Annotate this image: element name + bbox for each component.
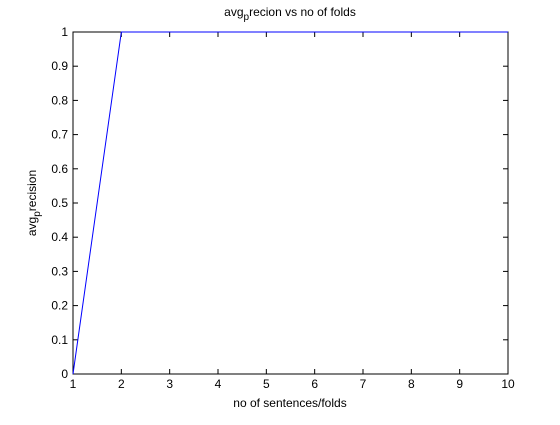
y-tick-label: 1	[61, 25, 68, 39]
x-axis-label: no of sentences/folds	[233, 396, 346, 410]
plot-area	[72, 31, 509, 375]
y-tick-label: 0.9	[51, 59, 68, 73]
ylabel-subscript: p	[32, 211, 43, 217]
x-tick-label: 10	[501, 377, 515, 391]
x-tick-label: 7	[360, 377, 367, 391]
y-tick-label: 0.4	[51, 230, 68, 244]
title-subscript: p	[244, 12, 250, 23]
x-tick-label: 4	[215, 377, 222, 391]
series-layer	[72, 31, 508, 375]
x-axis: 1 2 3 4 5 6 7 8 9 10	[70, 32, 515, 391]
ylabel-rest: recision	[25, 170, 39, 211]
y-tick-label: 0.3	[51, 264, 68, 278]
y-tick-label: 0.7	[51, 128, 68, 142]
x-tick-label: 9	[456, 377, 463, 391]
y-axis: 0 0.1 0.2 0.3 0.4 0.5 0.6 0.7 0.8 0.9 1	[51, 25, 508, 381]
y-tick-label: 0.6	[51, 162, 68, 176]
y-tick-label: 0	[61, 367, 68, 381]
x-tick-label: 2	[118, 377, 125, 391]
y-tick-label: 0.5	[51, 196, 68, 210]
x-tick-label: 3	[166, 377, 173, 391]
series-line	[72, 31, 508, 375]
title-rest: recion vs no of folds	[249, 5, 356, 19]
y-tick-label: 0.2	[51, 299, 68, 313]
x-tick-label: 6	[311, 377, 318, 391]
x-tick-label: 8	[408, 377, 415, 391]
chart-title: avgprecion vs no of folds	[224, 5, 356, 23]
y-axis-label: avgprecision	[25, 170, 43, 236]
title-main: avg	[224, 5, 243, 19]
y-tick-label: 0.1	[51, 333, 68, 347]
ylabel-main: avg	[25, 217, 39, 236]
y-tick-label: 0.8	[51, 93, 68, 107]
x-tick-label: 1	[70, 377, 77, 391]
x-tick-label: 5	[263, 377, 270, 391]
